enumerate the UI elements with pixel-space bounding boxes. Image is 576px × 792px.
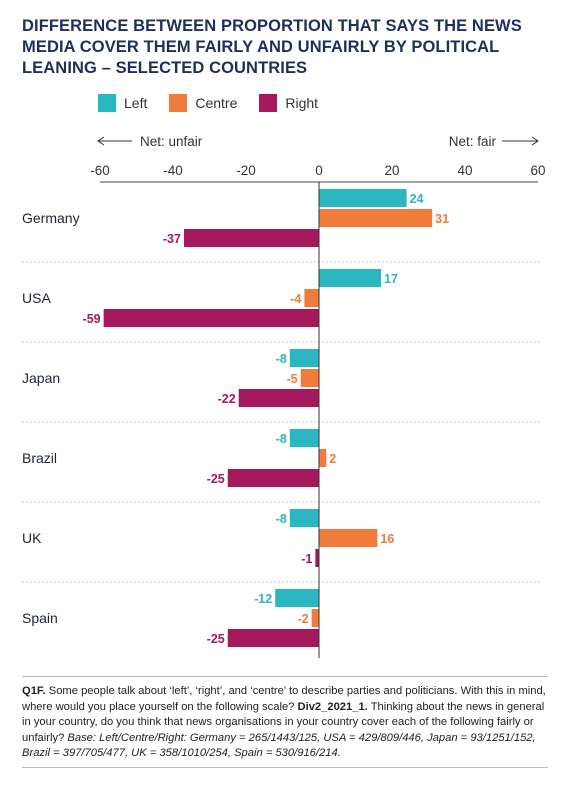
data-label-centre: -5 xyxy=(287,372,298,386)
data-label-right: -25 xyxy=(207,632,225,646)
data-label-centre: 16 xyxy=(380,532,394,546)
data-label-left: -12 xyxy=(254,592,272,606)
x-tick-label: -20 xyxy=(236,163,256,178)
bar-centre xyxy=(319,209,433,227)
bar-centre xyxy=(300,369,319,387)
bar-centre xyxy=(319,529,378,547)
data-label-left: -8 xyxy=(276,512,287,526)
category-label: Brazil xyxy=(22,450,57,466)
data-label-left: -8 xyxy=(276,432,287,446)
data-label-right: -1 xyxy=(301,552,312,566)
bar-centre xyxy=(304,289,319,307)
x-tick-label: -60 xyxy=(90,163,110,178)
footnote-base: Base: Left/Centre/Right: Germany = 265/1… xyxy=(22,731,536,760)
bar-chart: Net: unfair Net: fair -60 -40 -20 0 20 40 60 Germ… xyxy=(22,134,546,658)
legend: Left Centre Right xyxy=(98,94,318,112)
net-unfair-label: Net: unfair xyxy=(140,134,203,149)
data-label-right: -25 xyxy=(207,472,225,486)
bar-left xyxy=(289,429,319,447)
footnote-top-divider xyxy=(22,676,548,677)
bar-right xyxy=(238,389,319,407)
legend-item-centre: Centre xyxy=(169,94,237,112)
bar-right xyxy=(103,309,320,327)
footnote: Q1F. Some people talk about ‘left’, ‘rig… xyxy=(22,684,552,762)
legend-swatch-right xyxy=(259,94,278,112)
footnote-question-text-2: Thinking about the news in general in yo… xyxy=(22,700,545,744)
bar-right xyxy=(183,229,319,247)
data-label-right: -59 xyxy=(83,312,101,326)
legend-item-left: Left xyxy=(98,94,147,112)
x-tick-label: 40 xyxy=(457,163,472,178)
legend-item-right: Right xyxy=(259,94,318,112)
legend-label-right: Right xyxy=(285,95,319,111)
bar-centre xyxy=(319,449,327,467)
net-fair-label: Net: fair xyxy=(449,134,497,149)
data-label-right: -22 xyxy=(218,392,236,406)
bar-left xyxy=(289,509,319,527)
bar-left xyxy=(319,189,407,207)
footnote-bottom-divider xyxy=(22,767,548,768)
chart-title: DIFFERENCE BETWEEN PROPORTION THAT SAYS … xyxy=(22,17,522,77)
x-tick-label: 20 xyxy=(384,163,399,178)
legend-label-left: Left xyxy=(124,95,148,111)
net-fair-arrowhead-icon xyxy=(531,136,539,146)
bar-left xyxy=(275,589,319,607)
data-label-centre: 31 xyxy=(435,212,449,226)
bar-right xyxy=(315,549,319,567)
footnote-question-code: Q1F. xyxy=(22,685,46,697)
bar-left xyxy=(319,269,382,287)
data-label-centre: -2 xyxy=(298,612,309,626)
bar-right xyxy=(227,629,319,647)
data-label-right: -37 xyxy=(163,232,181,246)
legend-swatch-centre xyxy=(169,94,188,112)
category-label: USA xyxy=(22,290,51,306)
bar-right xyxy=(227,469,319,487)
legend-label-centre: Centre xyxy=(195,95,238,111)
category-label: Germany xyxy=(22,210,80,226)
x-tick-label: -40 xyxy=(163,163,183,178)
net-unfair-arrowhead-icon xyxy=(97,136,105,146)
legend-swatch-left xyxy=(98,94,116,112)
data-label-left: -8 xyxy=(276,352,287,366)
bar-left xyxy=(289,349,319,367)
category-label: Japan xyxy=(22,370,60,386)
category-label: Spain xyxy=(22,610,58,626)
data-label-centre: 2 xyxy=(329,452,336,466)
x-tick-label: 60 xyxy=(530,163,545,178)
bar-centre xyxy=(311,609,319,627)
category-label: UK xyxy=(22,530,42,546)
footnote-question-text: Some people talk about ‘left’, ‘right’, … xyxy=(22,685,546,713)
footnote-variable-code: Div2_2021_1. xyxy=(297,700,368,713)
x-tick-label: 0 xyxy=(315,163,323,178)
data-label-left: 17 xyxy=(384,272,398,286)
data-label-centre: -4 xyxy=(290,292,301,306)
data-label-left: 24 xyxy=(410,192,424,206)
